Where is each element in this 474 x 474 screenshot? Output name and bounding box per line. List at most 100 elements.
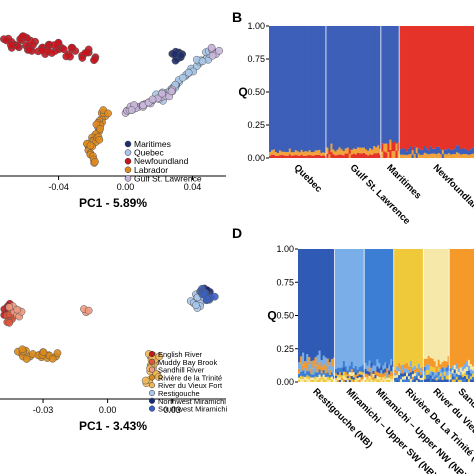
admixture-segment [304, 373, 307, 377]
admixture-segment [386, 249, 389, 364]
admixture-segment [441, 149, 445, 155]
admixture-segment [419, 375, 423, 379]
admixture-segment [336, 371, 340, 375]
admixture-segment [431, 26, 435, 149]
admixture-segment [292, 26, 296, 153]
admixture-segment [368, 360, 371, 368]
admixture-segment [316, 249, 319, 356]
admixture-segment [372, 376, 375, 380]
admixture-segment [300, 356, 303, 365]
admixture-segment [362, 147, 366, 153]
admixture-segment [427, 378, 431, 382]
admixture-segment [378, 372, 381, 378]
admixture-segment [330, 372, 334, 377]
admixture-segment [302, 151, 305, 156]
admixture-segment [370, 372, 373, 378]
admixture-segment [306, 249, 309, 355]
admixture-segment [413, 249, 417, 366]
admixture-segment [396, 374, 399, 378]
legend-label: Labrador [134, 165, 168, 175]
admixture-segment [453, 369, 457, 374]
admixture-segment [300, 375, 303, 380]
admixture-segment [439, 379, 443, 382]
admixture-segment [441, 154, 445, 158]
admixture-segment [352, 375, 356, 378]
admixture-segment [405, 362, 409, 369]
admixture-segment [453, 379, 457, 382]
scatter-point [104, 109, 112, 118]
admixture-segment [467, 26, 471, 151]
admixture-segment [308, 376, 311, 380]
admixture-segment [457, 249, 461, 369]
admixture-segment [306, 362, 309, 371]
admixture-segment [449, 154, 453, 158]
admixture-segment [400, 376, 403, 380]
admixture-segment [431, 371, 435, 376]
admixture-segment [411, 371, 415, 375]
admixture-segment [402, 364, 405, 370]
admixture-segment [453, 365, 457, 370]
admixture-segment [409, 375, 413, 379]
admixture-segment [274, 26, 278, 152]
admixture-segment [356, 147, 360, 153]
admixture-segment [292, 152, 296, 156]
admixture-segment [360, 366, 363, 372]
admixture-segment [360, 153, 364, 158]
admixture-segment [304, 376, 307, 380]
admixture-segment [350, 249, 354, 362]
scatter-point [62, 52, 71, 61]
admixture-segment [274, 155, 278, 158]
admixture-segment [471, 153, 474, 158]
admixture-segment [469, 26, 473, 150]
admixture-segment [443, 26, 447, 150]
admixture-segment [461, 148, 465, 155]
admixture-segment [306, 375, 309, 379]
admixture-segment [332, 249, 336, 358]
admixture-segment [409, 249, 413, 362]
admixture-segment [378, 363, 381, 369]
legend-label: Sandhill River [158, 366, 205, 375]
admixture-segment [340, 375, 344, 378]
admixture-segment [364, 379, 367, 382]
admixture-segment [356, 376, 360, 379]
admixture-segment [391, 151, 394, 158]
admixture-segment [338, 26, 341, 148]
admixture-segment [306, 151, 309, 156]
admixture-segment [320, 152, 323, 156]
admixture-segment [298, 26, 302, 153]
admixture-segment [455, 145, 459, 153]
admixture-segment [423, 375, 427, 380]
admixture-segment [334, 151, 337, 156]
admixture-segment [302, 249, 305, 353]
admixture-segment [463, 153, 467, 158]
scatter-point [39, 348, 48, 357]
admixture-segment [433, 372, 437, 377]
admixture-segment [356, 249, 360, 370]
category-label: Maritimes [384, 162, 423, 201]
y-tick-label: 0.50 [276, 311, 294, 321]
admixture-segment [332, 149, 335, 155]
admixture-segment [326, 153, 329, 158]
admixture-segment [401, 26, 404, 149]
y-axis-label: Q [238, 85, 247, 99]
admixture-segment [308, 371, 311, 377]
admixture-segment [459, 371, 463, 376]
y-tick-label: 0.50 [247, 87, 265, 97]
admixture-segment [429, 249, 433, 359]
admixture-segment [278, 26, 282, 151]
admixture-segment [326, 26, 329, 148]
admixture-segment [312, 360, 315, 369]
admixture-segment [407, 249, 411, 367]
admixture-segment [435, 154, 439, 158]
legend-marker [148, 397, 156, 404]
admixture-segment [415, 371, 419, 376]
admixture-segment [328, 26, 331, 151]
admixture-segment [419, 378, 423, 381]
admixture-segment [302, 370, 305, 377]
admixture-segment [389, 149, 392, 158]
admixture-segment [332, 375, 336, 379]
admixture-segment [360, 249, 363, 367]
admixture-segment [415, 368, 419, 372]
